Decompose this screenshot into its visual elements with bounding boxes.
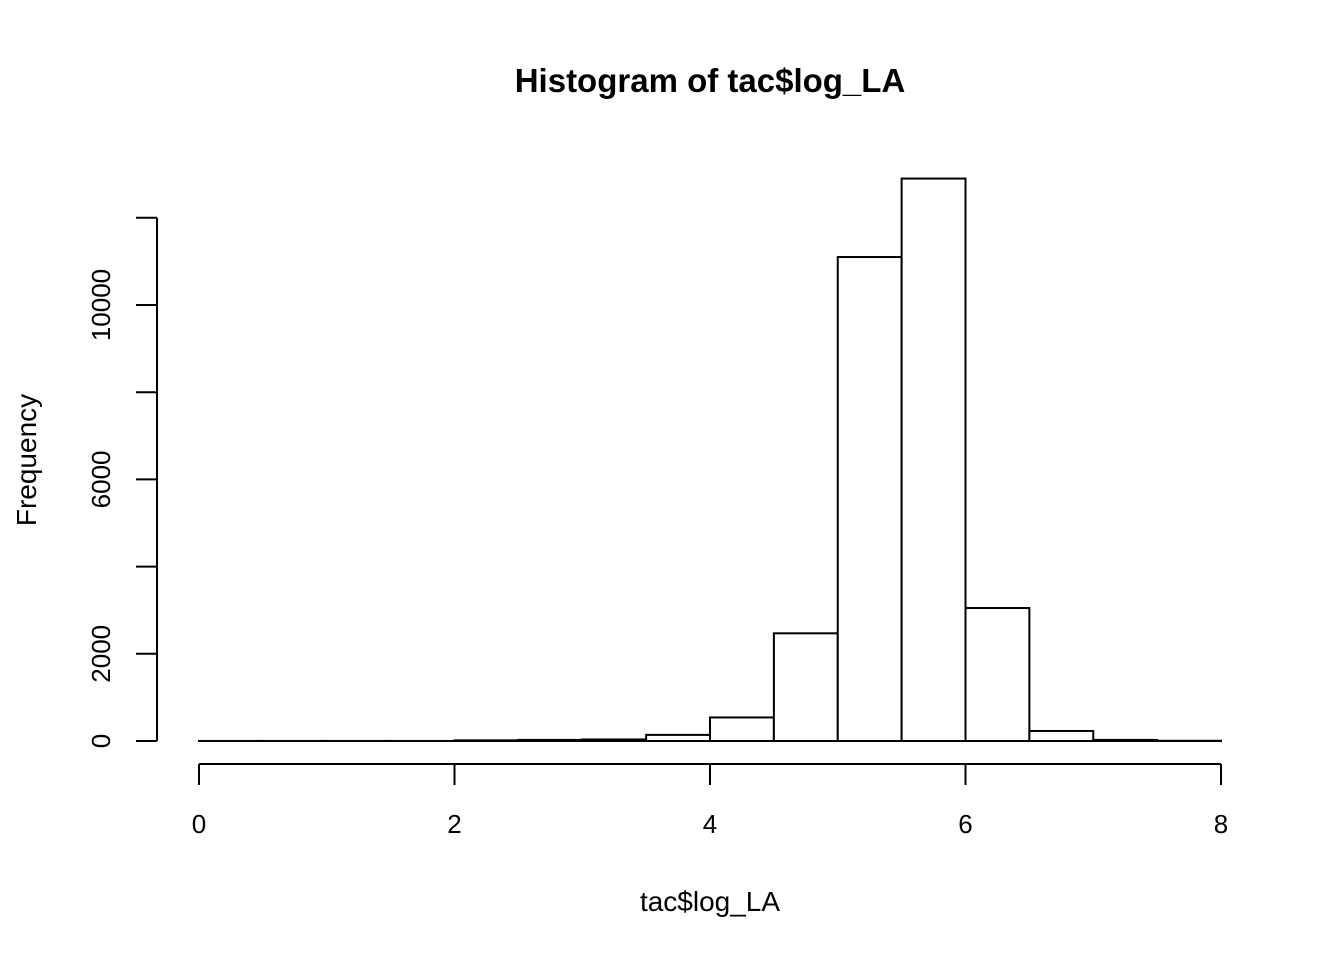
x-axis-title: tac$log_LA: [640, 886, 780, 917]
y-tick-label: 6000: [86, 450, 116, 508]
histogram-bar: [836, 256, 903, 742]
y-tick-label: 2000: [86, 625, 116, 683]
y-axis: 0 2000 6000 10000: [86, 216, 158, 748]
histogram-bar: [453, 739, 520, 743]
bars-group: [198, 177, 1222, 743]
x-tick-label: 8: [1214, 809, 1228, 839]
histogram-bar: [517, 738, 584, 742]
histogram-bar: [1028, 729, 1095, 742]
y-tick-label: 10000: [86, 269, 116, 341]
y-tick-label: 0: [86, 734, 116, 748]
histogram-bar: [900, 177, 967, 742]
x-tick-label: 4: [703, 809, 717, 839]
chart-title: Histogram of tac$log_LA: [515, 62, 906, 99]
y-axis-title: Frequency: [11, 394, 42, 526]
histogram-bar: [772, 632, 839, 742]
x-tick-label: 0: [192, 809, 206, 839]
x-tick-label: 2: [447, 809, 461, 839]
x-axis: 0 2 4 6 8: [192, 763, 1228, 839]
histogram-bar: [964, 607, 1031, 743]
histogram-bar: [1092, 738, 1159, 742]
x-tick-label: 6: [958, 809, 972, 839]
histogram-bar: [709, 716, 775, 742]
histogram-bar: [581, 738, 648, 742]
histogram-bar: [645, 733, 711, 742]
